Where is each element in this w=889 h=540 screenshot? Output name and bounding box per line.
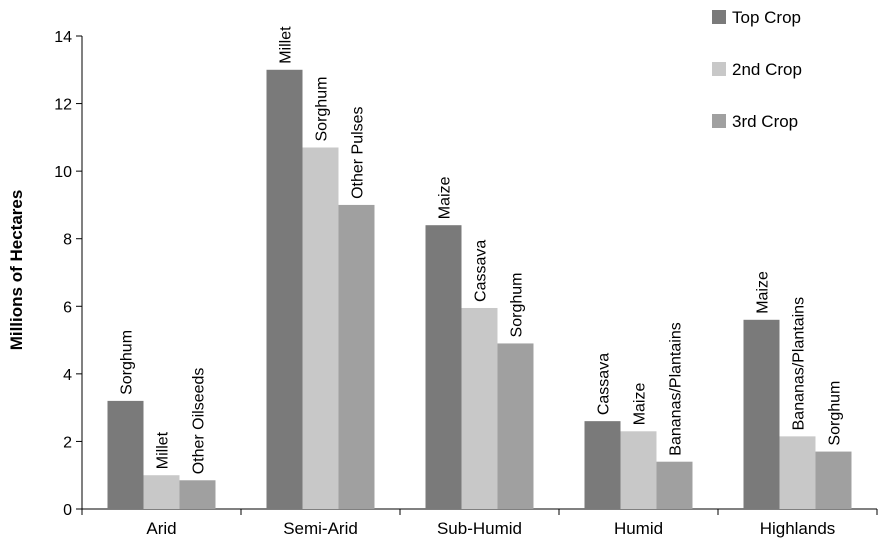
bar-label: Cassava: [596, 353, 613, 415]
y-tick-label: 4: [63, 367, 72, 384]
bar: [179, 480, 216, 509]
bar: [107, 400, 144, 509]
bars: [107, 69, 852, 510]
bar: [425, 225, 462, 509]
legend-label: 2nd Crop: [732, 60, 802, 79]
legend-swatch: [712, 114, 726, 128]
bar-labels: Sorghum Millet Other Oilseeds Millet Sorghum…: [119, 26, 844, 474]
bar-label: Sorghum: [314, 77, 331, 142]
bar: [266, 69, 303, 510]
bar: [338, 204, 375, 509]
bar: [497, 343, 534, 509]
y-tick-label: 2: [63, 434, 72, 451]
x-category-label: Arid: [146, 519, 176, 538]
x-category-label: Semi-Arid: [283, 519, 358, 538]
bar-label: Bananas/Plantains: [791, 297, 808, 430]
y-tick-label: 12: [54, 97, 72, 114]
y-tick-label: 10: [54, 164, 72, 181]
x-category-label: Humid: [614, 519, 663, 538]
bar-label: Maize: [755, 271, 772, 314]
bar-label: Other Oilseeds: [191, 368, 208, 475]
bar-label: Sorghum: [509, 273, 526, 338]
y-axis: 0 2 4 6 8 10 12 14: [54, 29, 83, 519]
x-category-label: Highlands: [760, 519, 836, 538]
legend-swatch: [712, 62, 726, 76]
bar-label: Bananas/Plantains: [668, 322, 685, 455]
bar: [620, 431, 657, 509]
bar-label: Millet: [278, 26, 295, 64]
y-tick-label: 6: [63, 299, 72, 316]
x-axis: Arid Semi-Arid Sub-Humid Humid Highlands: [81, 508, 878, 538]
bar: [656, 461, 693, 509]
x-category-label: Sub-Humid: [437, 519, 522, 538]
bar: [815, 451, 852, 509]
bar: [584, 421, 621, 509]
bar: [302, 147, 339, 509]
bar-label: Sorghum: [119, 330, 136, 395]
bar: [461, 307, 498, 509]
legend-label: 3rd Crop: [732, 112, 798, 131]
bar: [779, 436, 816, 509]
y-axis-title: Millions of Hectares: [7, 190, 26, 351]
bar-label: Maize: [437, 176, 454, 219]
bar-label: Millet: [155, 431, 172, 469]
y-tick-label: 0: [63, 502, 72, 519]
y-tick-label: 14: [54, 29, 72, 46]
bar: [143, 475, 180, 509]
legend-label: Top Crop: [732, 8, 801, 27]
y-tick-label: 8: [63, 232, 72, 249]
bar: [743, 319, 780, 509]
legend-swatch: [712, 10, 726, 24]
bar-label: Cassava: [473, 240, 490, 302]
bar-label: Other Pulses: [350, 106, 367, 198]
bar-label: Maize: [632, 383, 649, 426]
legend: Top Crop 2nd Crop 3rd Crop: [712, 8, 802, 131]
bar-label: Sorghum: [827, 381, 844, 446]
